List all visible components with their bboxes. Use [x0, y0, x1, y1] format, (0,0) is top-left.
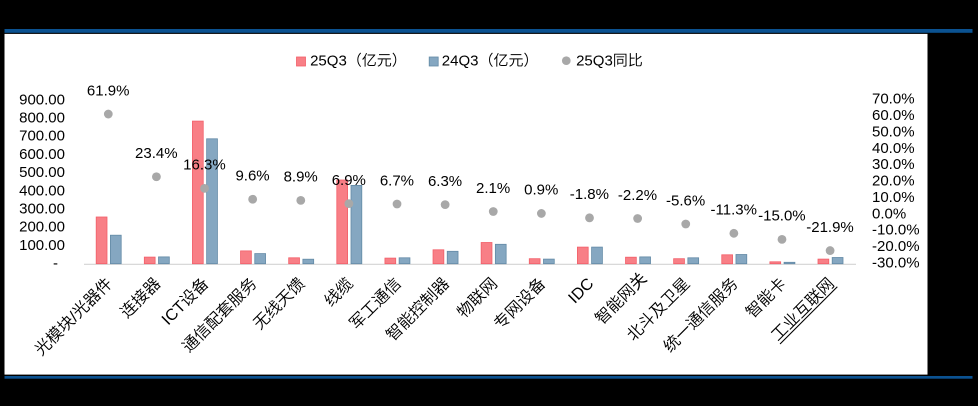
svg-text:-20.0%: -20.0% — [872, 238, 920, 255]
svg-text:-: - — [53, 255, 58, 272]
svg-text:-15.0%: -15.0% — [758, 208, 806, 225]
svg-text:-1.8%: -1.8% — [570, 186, 609, 203]
svg-text:6.7%: 6.7% — [380, 172, 414, 189]
svg-text:-10.0%: -10.0% — [872, 222, 920, 239]
svg-text:600.00: 600.00 — [19, 146, 65, 163]
svg-text:60.0%: 60.0% — [872, 107, 915, 124]
svg-text:25Q3: 25Q3 — [576, 53, 613, 70]
svg-text:-30.0%: -30.0% — [872, 254, 920, 271]
svg-text:500.00: 500.00 — [19, 164, 65, 181]
svg-text:23.4%: 23.4% — [135, 145, 178, 162]
svg-text:900.00: 900.00 — [19, 91, 65, 108]
svg-text:61.9%: 61.9% — [87, 82, 130, 99]
svg-text:10.0%: 10.0% — [872, 189, 915, 206]
svg-text:700.00: 700.00 — [19, 128, 65, 145]
svg-text:30.0%: 30.0% — [872, 156, 915, 173]
svg-text:0.0%: 0.0% — [872, 205, 906, 222]
svg-text:-11.3%: -11.3% — [711, 202, 757, 219]
svg-text:70.0%: 70.0% — [872, 91, 915, 108]
svg-text:6.9%: 6.9% — [332, 172, 366, 189]
svg-text:16.3%: 16.3% — [183, 157, 226, 174]
svg-text:25Q3: 25Q3 — [310, 53, 347, 70]
svg-text:-2.2%: -2.2% — [618, 187, 657, 204]
svg-text:6.3%: 6.3% — [428, 173, 462, 190]
svg-text:40.0%: 40.0% — [872, 140, 915, 157]
svg-text:100.00: 100.00 — [19, 237, 65, 254]
svg-text:400.00: 400.00 — [19, 182, 65, 199]
svg-text:-21.9%: -21.9% — [806, 219, 854, 236]
svg-text:0.9%: 0.9% — [524, 182, 558, 199]
svg-text:9.6%: 9.6% — [235, 168, 269, 185]
svg-text:8.9%: 8.9% — [284, 169, 318, 186]
svg-text:2.1%: 2.1% — [476, 180, 510, 197]
svg-text:24Q3: 24Q3 — [442, 53, 479, 70]
svg-text:300.00: 300.00 — [19, 201, 65, 218]
svg-text:-5.6%: -5.6% — [666, 192, 705, 209]
svg-text:800.00: 800.00 — [19, 110, 65, 127]
svg-text:20.0%: 20.0% — [872, 173, 915, 190]
svg-text:200.00: 200.00 — [19, 219, 65, 236]
svg-text:50.0%: 50.0% — [872, 123, 915, 140]
